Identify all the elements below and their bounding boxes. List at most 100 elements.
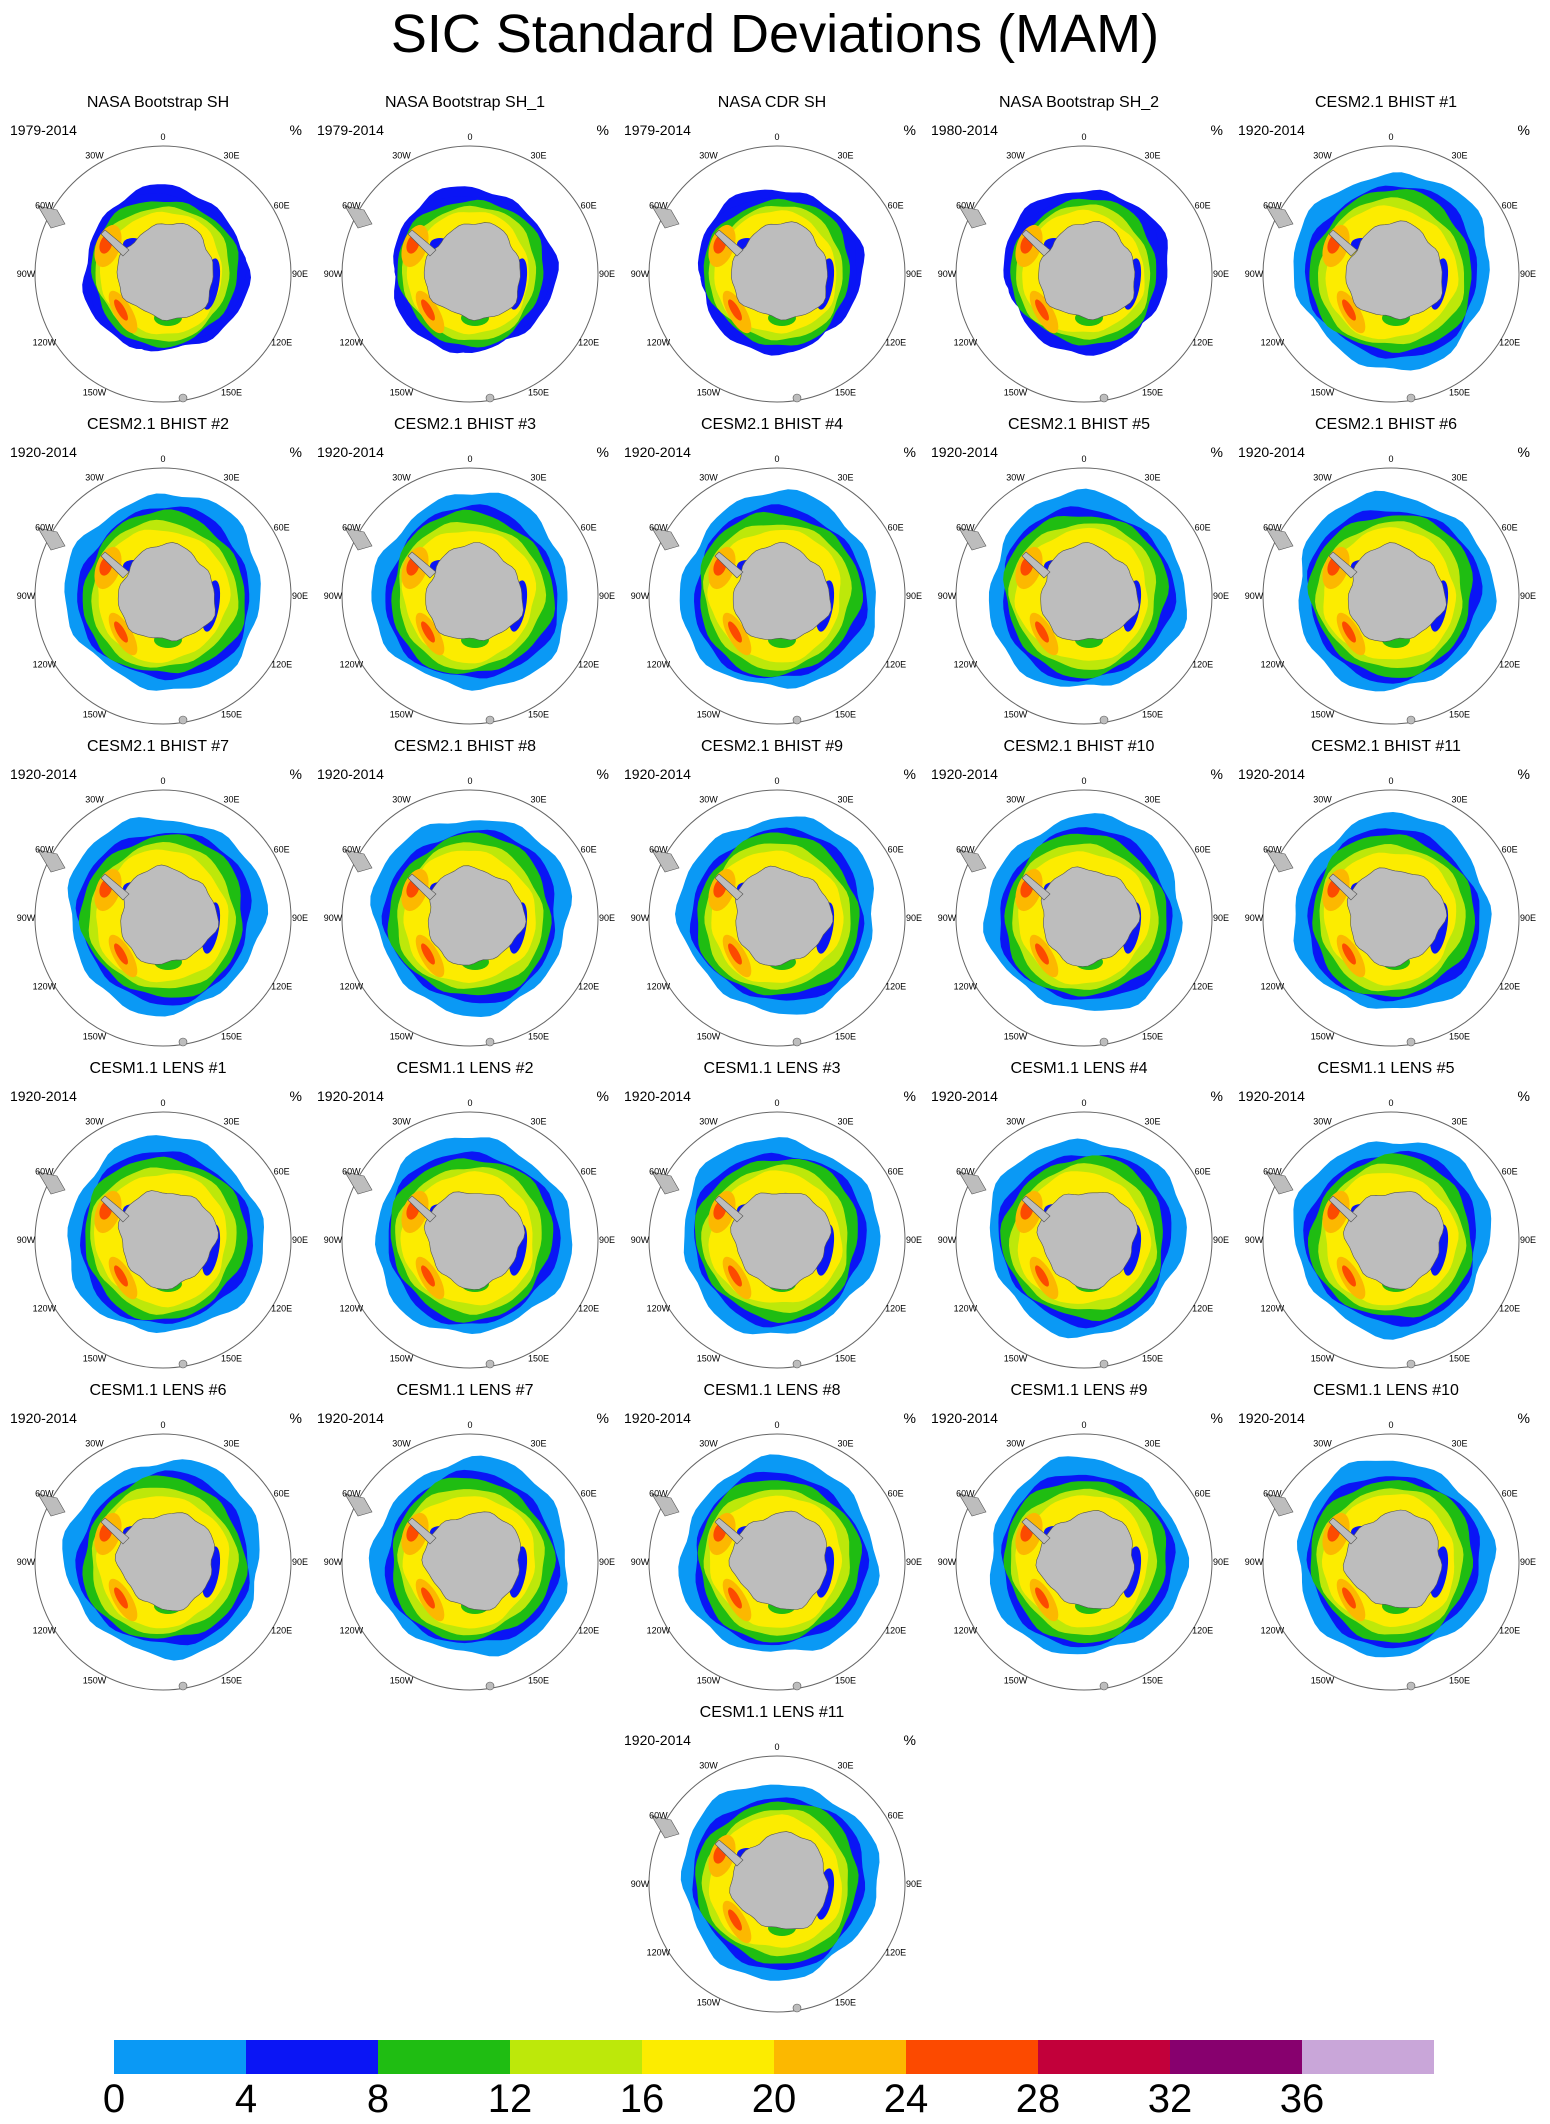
longitude-label: 150E — [1449, 1676, 1470, 1686]
panel-period: 1920-2014 — [10, 766, 77, 782]
longitude-label: 30W — [392, 1438, 411, 1448]
panel-period: 1920-2014 — [10, 1088, 77, 1104]
longitude-label: 150W — [390, 1676, 414, 1686]
longitude-label: 60E — [274, 1489, 290, 1499]
colorbar-tick-label: 20 — [751, 2077, 797, 2121]
colorbar-swatch — [906, 2040, 1038, 2074]
panel-title: NASA Bootstrap SH_2 — [998, 94, 1160, 111]
longitude-label: 60E — [581, 201, 597, 211]
longitude-label: 90W — [631, 591, 650, 601]
longitude-label: 0 — [1388, 1098, 1393, 1108]
longitude-label: 0 — [1388, 132, 1393, 142]
polar-map: 030E60E90E120E150E180150W120W90W60W30W — [17, 1420, 308, 1691]
map-panel: CESM2.1 BHIST #5 1920-2014% 0 30E 60E 90E 120E… — [929, 416, 1229, 736]
panel-unit: % — [596, 444, 609, 460]
south-america-land — [1265, 1171, 1294, 1195]
south-america-land — [958, 205, 987, 229]
longitude-label: 150E — [221, 1032, 242, 1042]
south-america-land — [344, 1171, 373, 1195]
bellingshausen-peak — [1035, 943, 1049, 965]
longitude-label: 120W — [33, 1626, 57, 1636]
longitude-label: 150E — [528, 1676, 549, 1686]
longitude-label: 150W — [1311, 388, 1335, 398]
longitude-label: 90W — [17, 591, 36, 601]
colorbar — [114, 2040, 1434, 2074]
longitude-label: 0 — [160, 776, 165, 786]
longitude-label: 120W — [1261, 660, 1285, 670]
longitude-label: 150E — [1142, 1032, 1163, 1042]
panel-unit: % — [289, 444, 302, 460]
longitude-label: 30E — [837, 1438, 853, 1448]
longitude-label: 120W — [647, 1304, 671, 1314]
new-zealand-land — [792, 2003, 802, 2013]
longitude-label: 120E — [885, 982, 906, 992]
longitude-label: 150E — [1142, 1676, 1163, 1686]
map-panel: CESM2.1 BHIST #8 1920-2014% 0 30E 60E 90E 120E… — [315, 738, 615, 1058]
antarctic-peninsula — [100, 873, 130, 901]
longitude-label: 90W — [324, 1235, 343, 1245]
panel-unit: % — [289, 122, 302, 138]
south-america-land — [1265, 205, 1294, 229]
longitude-label: 150E — [528, 388, 549, 398]
longitude-label: 90E — [292, 1235, 308, 1245]
panel-title: NASA Bootstrap SH — [86, 94, 230, 111]
longitude-label: 60E — [581, 845, 597, 855]
polar-map: 030E60E90E120E150E180150W120W90W60W30W — [324, 1098, 615, 1369]
page-title: SIC Standard Deviations (MAM) — [390, 4, 1160, 64]
longitude-label: 120E — [1192, 1626, 1213, 1636]
longitude-label: 120E — [1499, 982, 1520, 992]
south-america-land — [344, 849, 373, 873]
longitude-label: 150E — [221, 1676, 242, 1686]
colorbar-swatch — [1038, 2040, 1170, 2074]
longitude-label: 30W — [85, 150, 104, 160]
longitude-label: 30E — [530, 150, 546, 160]
bellingshausen-peak — [114, 1265, 128, 1287]
longitude-label: 90W — [938, 913, 957, 923]
longitude-label: 30E — [837, 472, 853, 482]
new-zealand-land — [1099, 393, 1109, 403]
longitude-label: 60W — [1263, 1489, 1282, 1499]
longitude-label: 30W — [392, 794, 411, 804]
antarctic-peninsula — [1328, 1517, 1358, 1545]
new-zealand-land — [1406, 715, 1416, 725]
longitude-label: 150W — [1004, 1676, 1028, 1686]
longitude-label: 30W — [1006, 794, 1025, 804]
longitude-label: 150E — [1142, 1354, 1163, 1364]
longitude-label: 90E — [1520, 591, 1536, 601]
longitude-label: 30W — [699, 1760, 718, 1770]
map-panel: CESM2.1 BHIST #6 1920-2014% 0 30E 60E 90E 120E… — [1236, 416, 1536, 736]
panel-title: CESM1.1 LENS #8 — [703, 1382, 841, 1399]
longitude-label: 60E — [274, 523, 290, 533]
longitude-label: 0 — [1081, 132, 1086, 142]
longitude-label: 150W — [1004, 1354, 1028, 1364]
longitude-label: 30W — [85, 1438, 104, 1448]
longitude-label: 120E — [578, 338, 599, 348]
antarctica-land — [117, 542, 216, 642]
longitude-label: 0 — [1081, 776, 1086, 786]
polar-map: 030E60E90E120E150E180150W120W90W60W30W — [631, 454, 922, 725]
longitude-label: 90W — [17, 1235, 36, 1245]
map-panel: NASA Bootstrap SH_1 1979-2014% 0 30E 60E 90E 1… — [315, 94, 615, 414]
panel-title: CESM2.1 BHIST #11 — [1311, 738, 1461, 755]
colorbar-tick-label: 24 — [883, 2077, 929, 2121]
colorbar-swatch — [246, 2040, 378, 2074]
antarctica-land — [1347, 542, 1447, 642]
longitude-label: 60E — [581, 1167, 597, 1177]
longitude-label: 150W — [697, 710, 721, 720]
longitude-label: 120W — [647, 660, 671, 670]
longitude-label: 90W — [1245, 1557, 1264, 1567]
panel-period: 1979-2014 — [624, 122, 691, 138]
panel-title: CESM2.1 BHIST #5 — [1008, 416, 1150, 433]
polar-map: 030E60E90E120E150E180150W120W90W60W30W — [938, 1420, 1229, 1691]
panel-title: CESM1.1 LENS #11 — [699, 1704, 845, 1721]
longitude-label: 120W — [340, 1626, 364, 1636]
longitude-label: 120W — [954, 1626, 978, 1636]
antarctic-peninsula — [407, 1195, 437, 1223]
longitude-label: 30W — [1006, 150, 1025, 160]
longitude-label: 150W — [1311, 710, 1335, 720]
longitude-label: 120E — [1192, 660, 1213, 670]
panel-period: 1920-2014 — [317, 444, 384, 460]
longitude-label: 150E — [1449, 1354, 1470, 1364]
colorbar-tick-label: 36 — [1279, 2077, 1325, 2121]
longitude-label: 90E — [1520, 913, 1536, 923]
